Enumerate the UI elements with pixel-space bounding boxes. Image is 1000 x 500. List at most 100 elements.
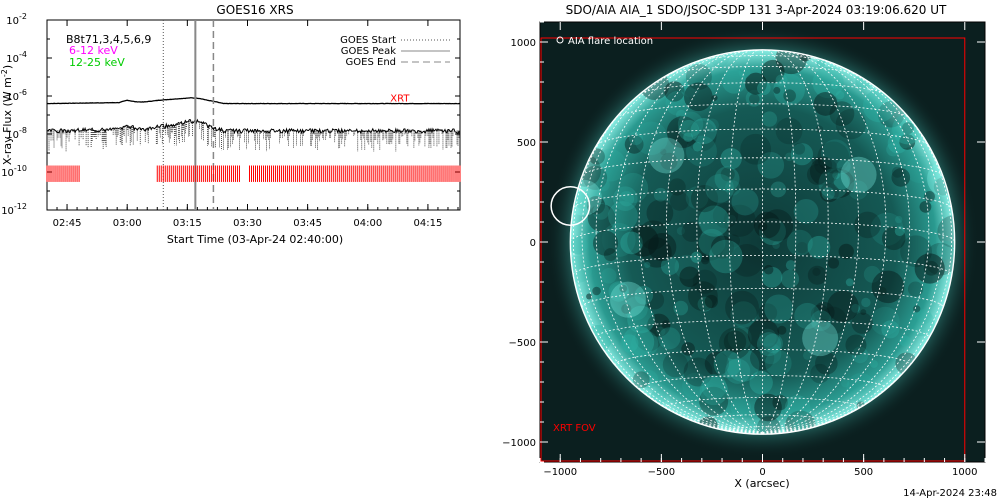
aia-texture-blob (905, 155, 934, 184)
aia-texture-blob (678, 119, 700, 141)
aia-texture-blob (838, 243, 854, 260)
aia-grid-longitude (572, 79, 763, 434)
aia-texture-blob (812, 66, 844, 99)
aia-texture-blob (685, 186, 709, 210)
goes-y-tick-base-4: 10 (1, 168, 14, 179)
aia-texture-blob (627, 225, 659, 257)
goes-ylabel-close: ) (1, 65, 14, 69)
aia-grid-longitude (614, 52, 763, 434)
aia-texture-blob (709, 239, 743, 274)
aia-texture-blob (819, 183, 839, 203)
aia-texture-blob (761, 266, 783, 288)
goes-channel-label-2: 6-12 keV (69, 44, 118, 57)
goes-ylabel-sup: -2 (0, 69, 9, 77)
aia-texture-blob (908, 310, 935, 337)
goes-xrt-coverage (46, 165, 461, 182)
goes-y-tick-label-4: 10-10 (1, 164, 27, 179)
aia-texture-blob (660, 152, 678, 170)
aia-texture-blob (936, 240, 955, 260)
aia-x-ticks: −1000 −500 0 500 1000 (539, 22, 986, 478)
aia-texture-blob (757, 152, 785, 179)
goes-y-axis-label: X-ray Flux (W m-2) (0, 65, 14, 165)
aia-texture-blob (815, 125, 824, 133)
aia-texture-blob (697, 296, 713, 312)
aia-texture-blob (683, 132, 694, 143)
aia-texture-blob (680, 77, 700, 98)
aia-texture-blob (730, 243, 764, 277)
aia-texture-blob (848, 180, 868, 200)
aia-texture-blob (665, 90, 691, 116)
aia-texture-blob (899, 335, 911, 347)
aia-y-tick-label-4: 1000 (511, 38, 536, 49)
aia-texture-blob (807, 265, 827, 285)
aia-texture-blob (759, 328, 777, 347)
aia-x-axis-label: X (arcsec) (734, 477, 789, 490)
aia-solar-limb (569, 49, 956, 435)
aia-texture-blob (919, 200, 932, 213)
aia-texture-blob (617, 172, 649, 204)
aia-texture-blob (772, 394, 788, 411)
aia-texture-blob (711, 235, 735, 259)
aia-grid-longitude (762, 50, 860, 434)
aia-texture-blob (785, 152, 794, 162)
goes-legend-start-label: GOES Start (340, 35, 396, 46)
aia-active-region (802, 320, 839, 357)
goes-channel-label-3: 12-25 keV (69, 56, 125, 69)
aia-texture-blob (601, 222, 636, 257)
aia-texture-blob (924, 191, 935, 202)
aia-texture-blob (881, 226, 906, 251)
goes-x-tick-label-5: 04:00 (353, 218, 382, 229)
aia-xrt-fov-box (540, 37, 966, 462)
aia-texture-blob (890, 121, 918, 149)
aia-texture-blob (891, 166, 904, 178)
aia-texture-blob (812, 267, 821, 276)
aia-texture-blob (725, 180, 741, 196)
aia-texture-blob (700, 255, 710, 265)
aia-heliographic-grid (570, 49, 955, 435)
aia-texture-blob (690, 251, 703, 263)
goes-y-tick-label-1: 10-4 (6, 50, 27, 65)
aia-grid-longitude (665, 50, 763, 434)
goes-x-tick-label-3: 03:30 (233, 218, 262, 229)
aia-texture-blob (674, 254, 700, 280)
aia-texture-blob (684, 82, 713, 112)
aia-texture-blob (679, 266, 701, 288)
aia-texture-blob (701, 374, 727, 400)
aia-y-tick-label-1: −500 (509, 338, 536, 349)
goes-x-ticks: 02:45 03:00 03:15 03:30 03:45 04:00 04:15 (46, 20, 459, 229)
aia-texture-blob (811, 156, 821, 166)
aia-grid-latitude (581, 288, 944, 308)
aia-texture-blob (593, 148, 627, 182)
aia-texture-blob (592, 286, 601, 296)
aia-xrt-fov-label: XRT FOV (553, 423, 596, 434)
goes-channel-label-1: B8t71,3,4,5,6,9 (66, 33, 151, 46)
aia-texture-blob (750, 346, 775, 371)
aia-x-tick-label-0: −1000 (543, 467, 577, 478)
aia-texture-blob (813, 92, 838, 116)
aia-grid-longitude (638, 50, 763, 434)
aia-texture-blob (777, 325, 787, 335)
aia-texture-blob (763, 333, 783, 354)
aia-texture-blob (793, 198, 819, 224)
aia-grid-longitude (728, 49, 763, 434)
aia-grid-latitude (696, 414, 829, 424)
aia-grid-latitude (614, 349, 911, 366)
aia-texture-blob (851, 303, 860, 313)
aia-texture-blob (730, 397, 752, 418)
aia-texture-blob (924, 242, 955, 276)
aia-texture-blob (817, 141, 850, 174)
aia-texture-blob (760, 342, 782, 365)
aia-texture-blob (704, 294, 718, 309)
aia-texture-blob (727, 326, 752, 351)
aia-texture-blob (815, 352, 838, 375)
aia-texture-blob (886, 142, 901, 157)
aia-y-tick-label-2: 0 (530, 238, 536, 249)
goes-y-tick-exp-1: -4 (19, 50, 27, 59)
aia-texture-blob (861, 297, 871, 308)
aia-texture-blob (818, 318, 828, 327)
aia-texture-blob (698, 205, 730, 237)
aia-texture-blob (586, 293, 593, 300)
aia-texture-blob (619, 284, 628, 293)
aia-texture-blob (845, 334, 867, 356)
goes-long-channel-line (46, 97, 461, 105)
